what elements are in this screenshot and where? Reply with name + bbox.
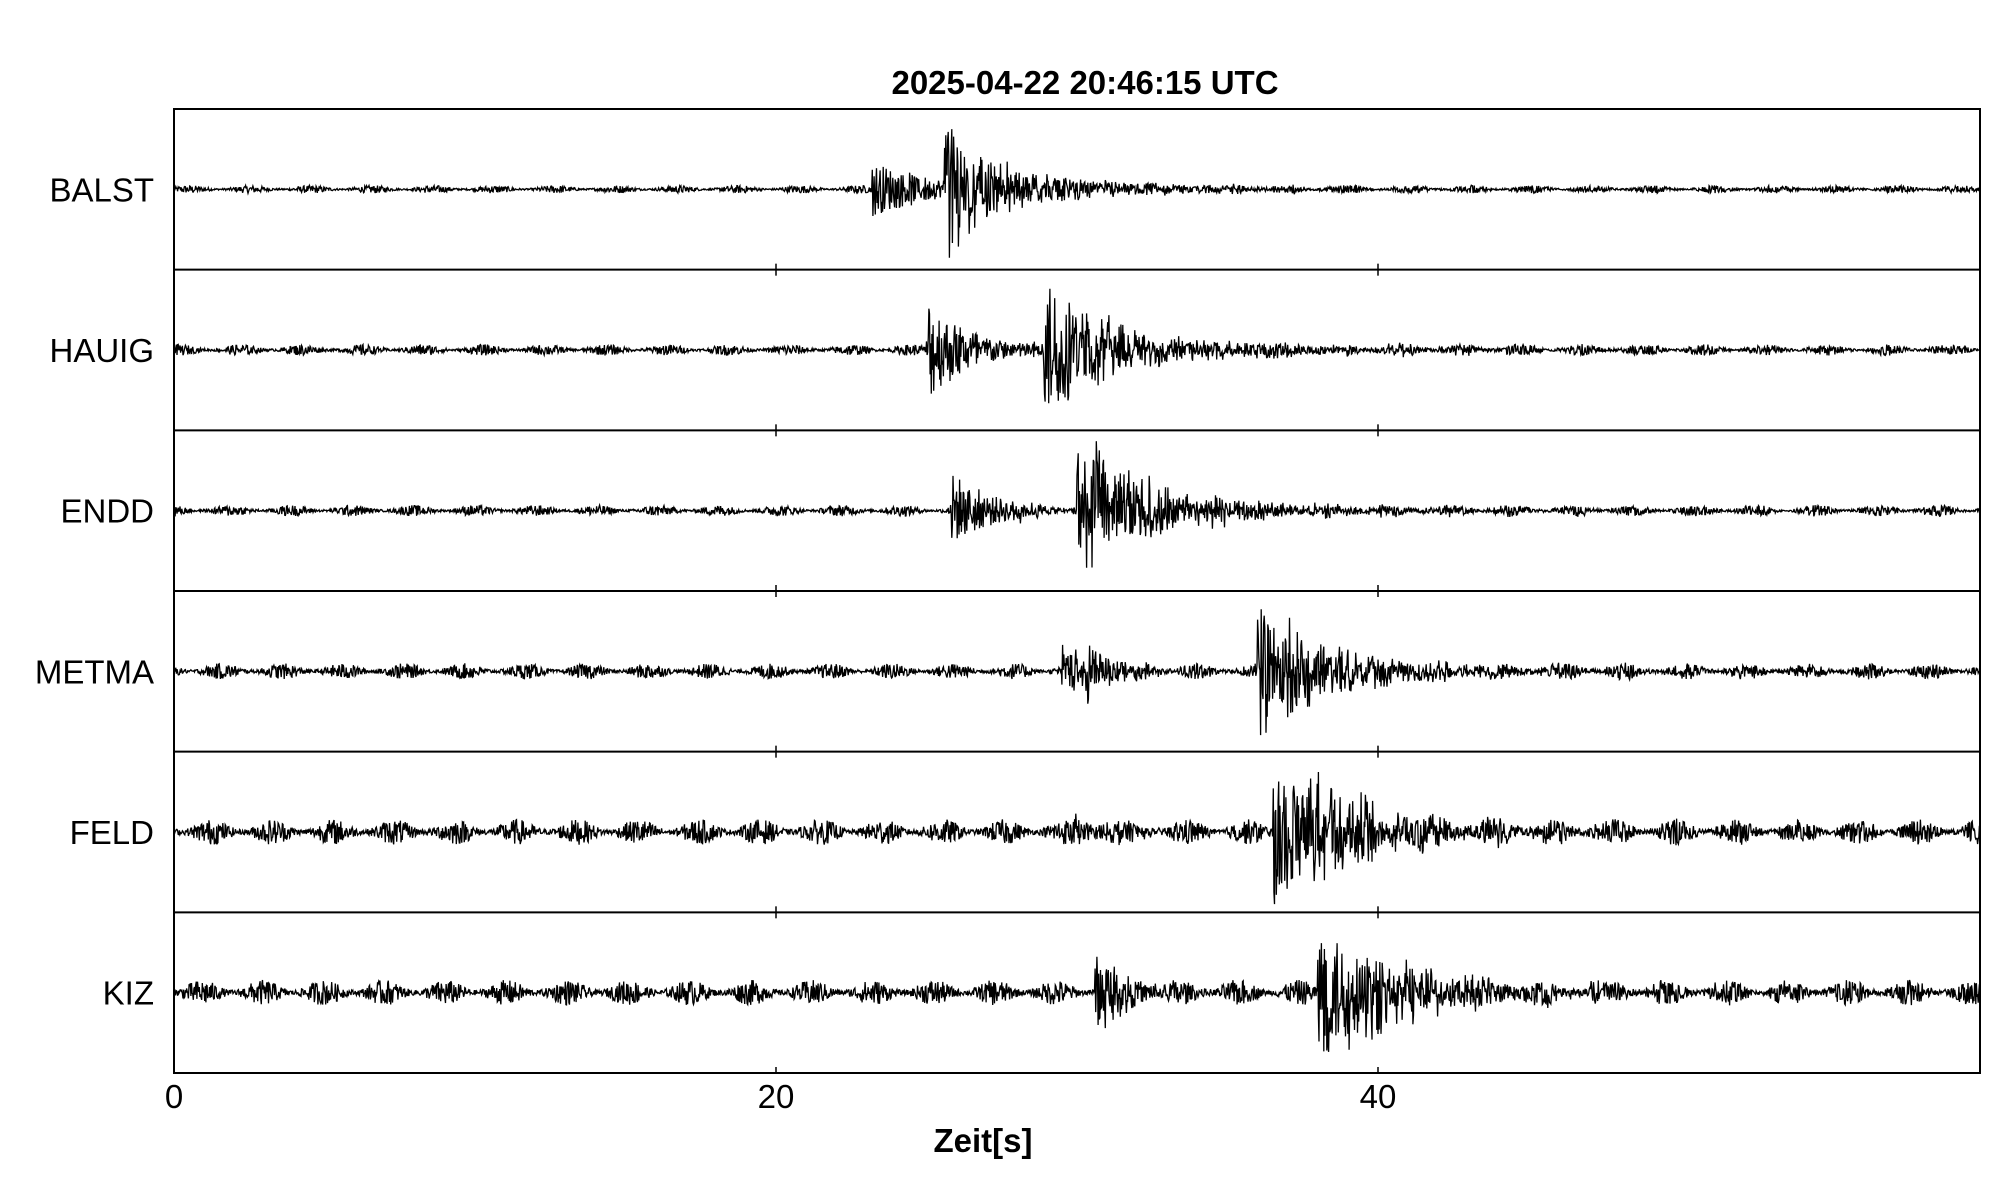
waveform-balst: [173, 129, 1981, 258]
chart-title: 2025-04-22 20:46:15 UTC: [891, 64, 1278, 101]
waveform-kiz: [173, 943, 1981, 1052]
station-label: BALST: [49, 171, 154, 208]
station-label: METMA: [35, 653, 154, 690]
station-label: FELD: [70, 814, 154, 851]
x-axis-label: Zeit[s]: [934, 1122, 1033, 1159]
x-tick-label: 20: [758, 1078, 795, 1115]
waveform-metma: [173, 609, 1980, 736]
waveform-feld: [173, 771, 1981, 905]
waveform-endd: [173, 441, 1981, 568]
station-label: KIZ: [103, 975, 154, 1012]
x-tick-label: 40: [1360, 1078, 1397, 1115]
station-label: ENDD: [60, 493, 154, 530]
station-label: HAUIG: [49, 332, 154, 369]
x-tick-label: 0: [165, 1078, 183, 1115]
waveform-hauig: [173, 288, 1981, 404]
plot-frame: [173, 108, 1981, 1074]
